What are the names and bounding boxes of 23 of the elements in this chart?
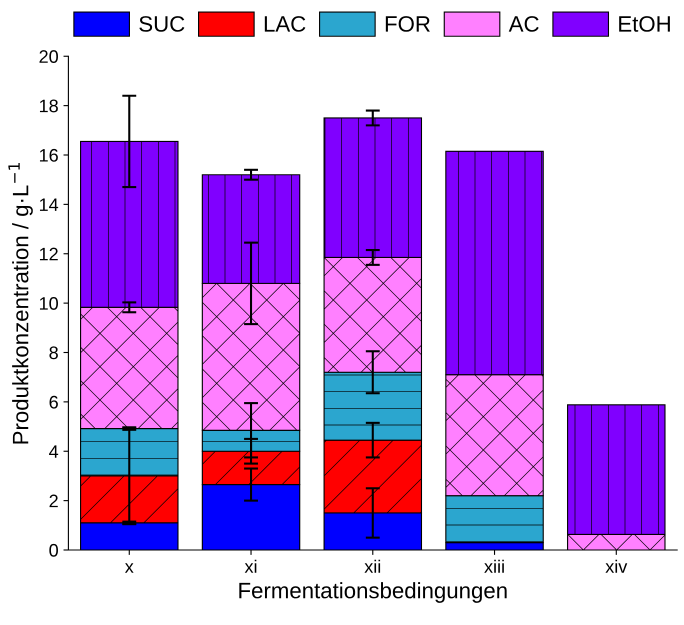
x-tick-label: xi [244, 560, 256, 573]
y-tick-label: 12 [40, 248, 58, 260]
y-tick-label: 18 [40, 100, 58, 112]
y-axis-title: Produktkonzentration / g·L$^{−1}$ [8, 162, 33, 444]
y-tick-label: 0 [49, 544, 58, 557]
y-tick-label: 16 [40, 148, 58, 162]
legend-label: LAC [264, 16, 306, 32]
legend-label: EtOH [619, 16, 670, 32]
x-tick-label: x [124, 563, 134, 573]
y-tick-label: 20 [40, 50, 58, 63]
y-tick-label: 4 [49, 445, 58, 458]
y-tick-label: 2 [50, 494, 58, 508]
legend-label: FOR [386, 16, 430, 32]
legend-label: AC [508, 16, 539, 32]
y-tick-label: 6 [50, 396, 58, 409]
x-tick-label: xiii [484, 560, 504, 573]
legend-label: SUC [139, 16, 184, 32]
y-tick-label: 8 [49, 346, 58, 360]
x-axis-title: Fermentationsbedingungen [239, 582, 507, 603]
y-tick-label: 14 [40, 198, 58, 211]
x-tick-label: xii [364, 560, 380, 573]
x-tick-label: xiv [605, 560, 628, 573]
y-tick-label: 10 [40, 297, 58, 310]
